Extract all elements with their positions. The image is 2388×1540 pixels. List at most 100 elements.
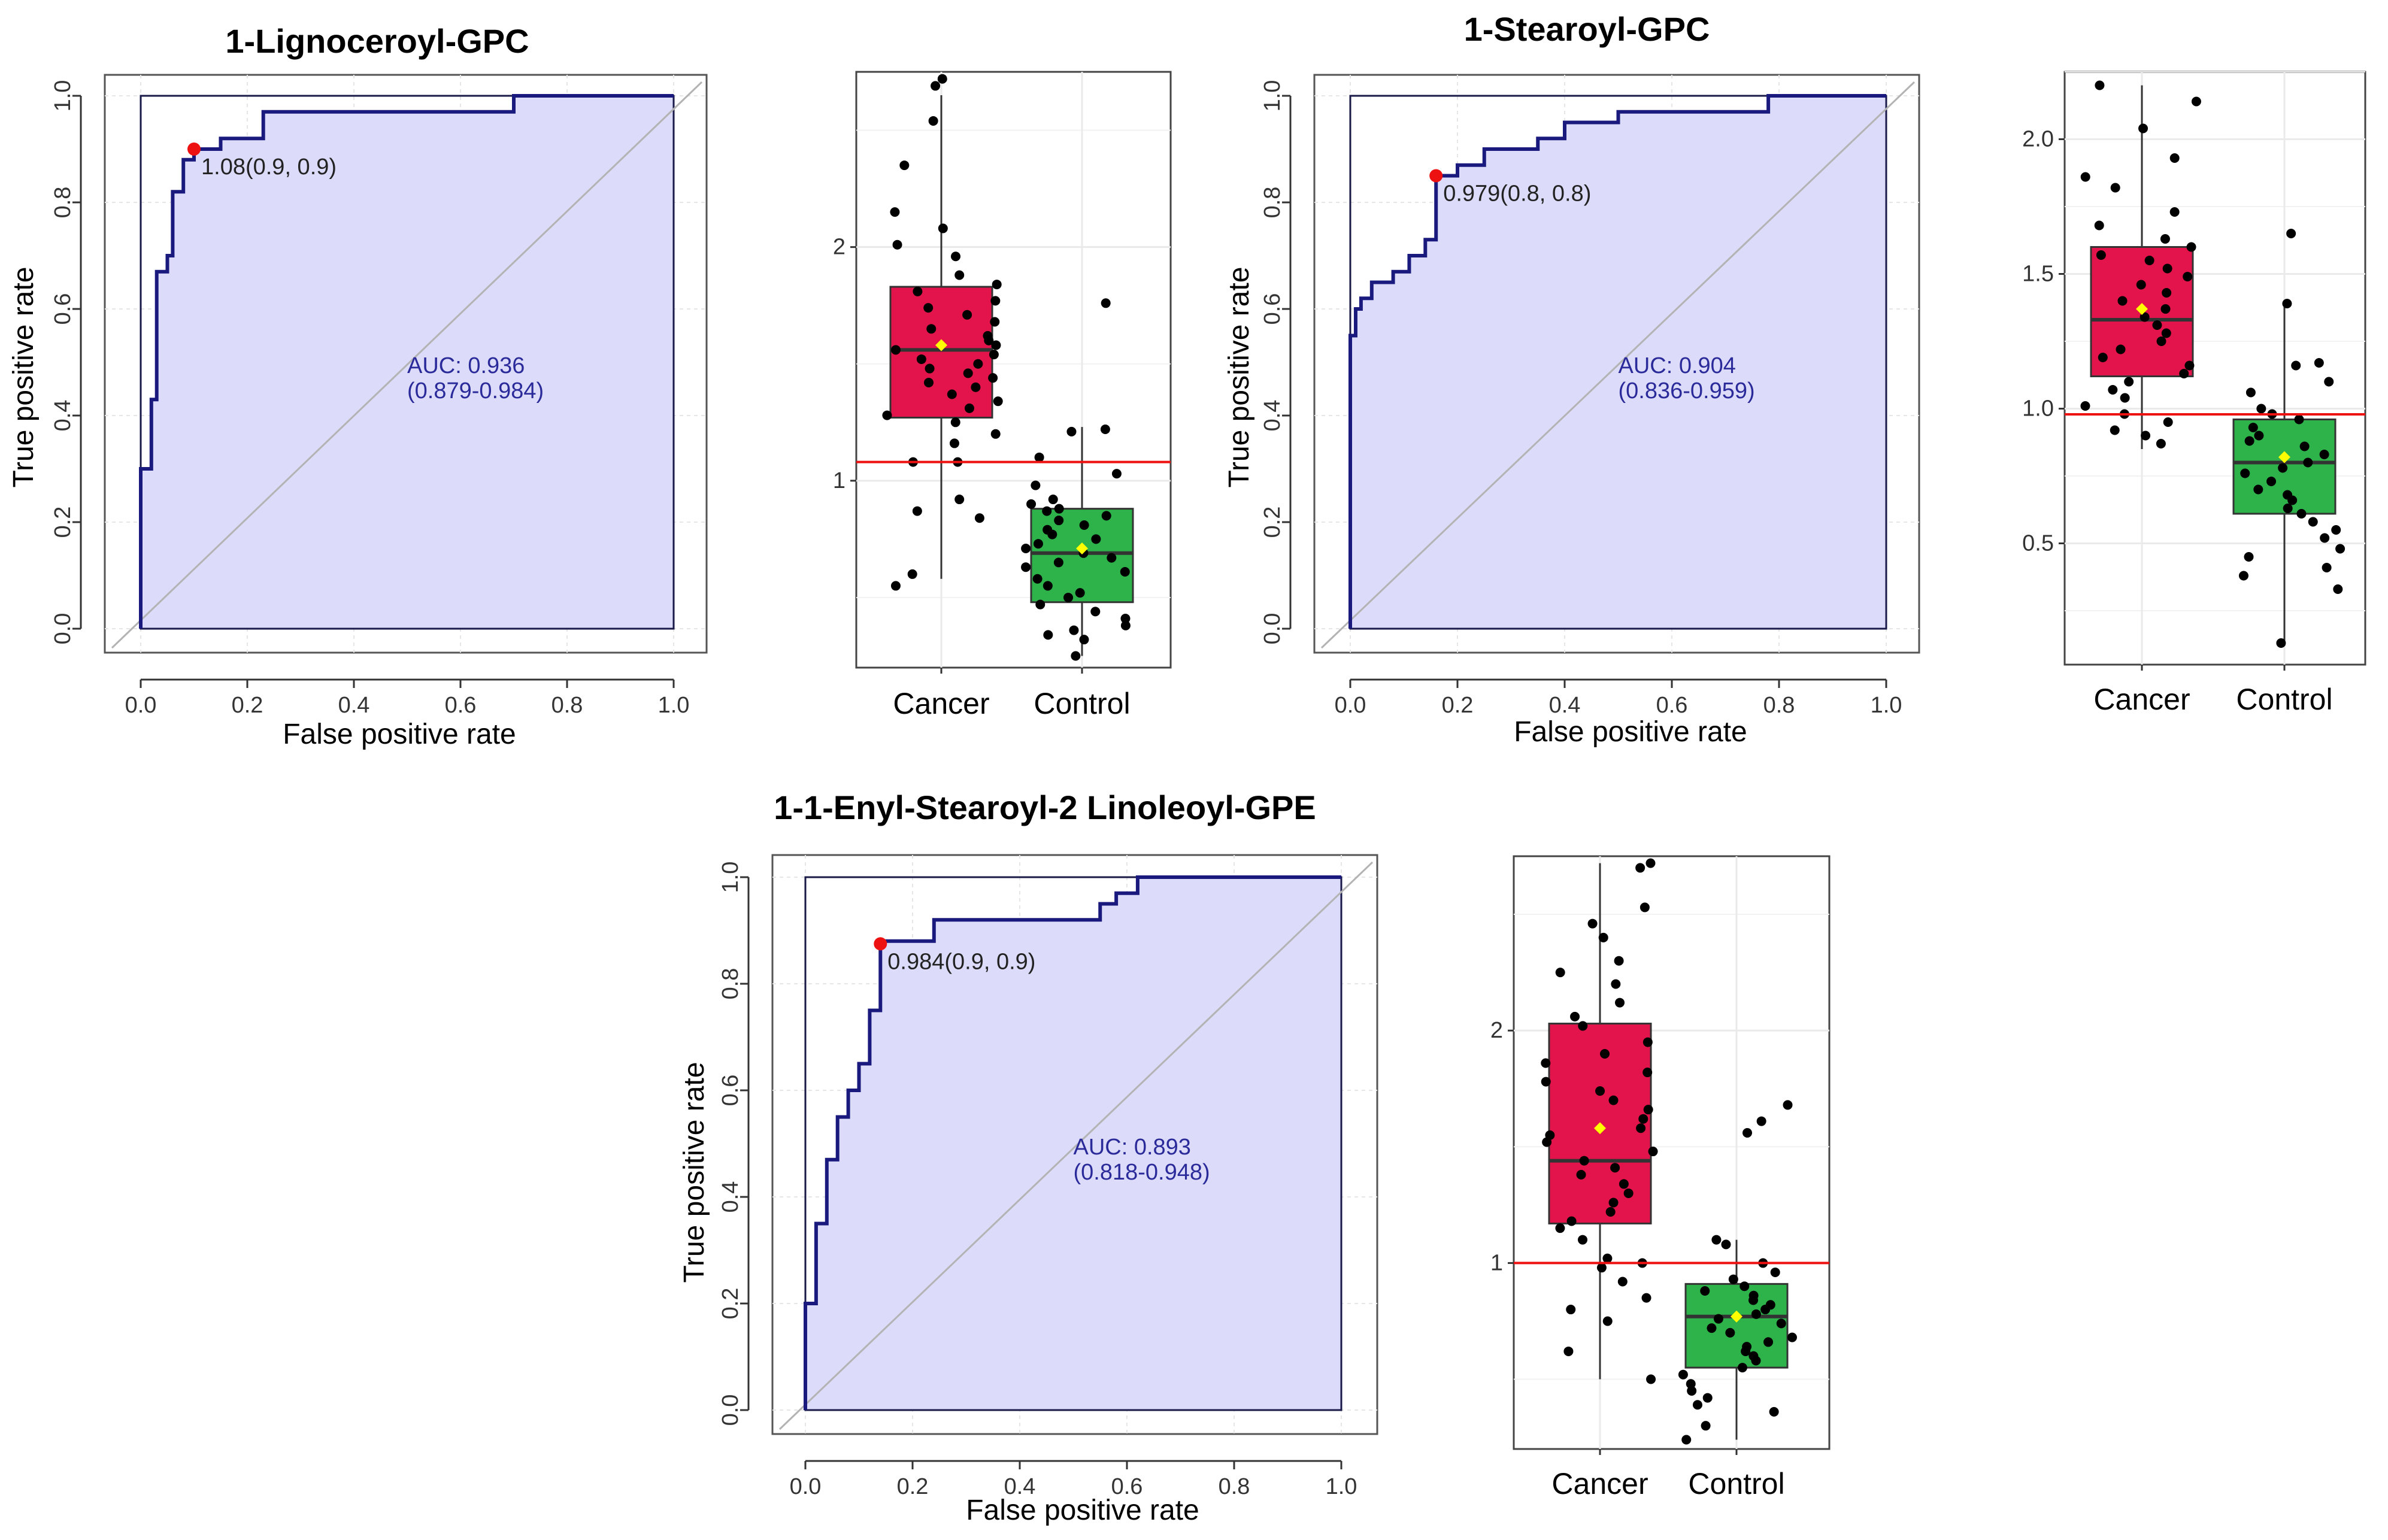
data-point	[1642, 1068, 1653, 1078]
data-point	[1566, 1216, 1577, 1226]
data-point	[2324, 377, 2334, 387]
data-point	[954, 495, 965, 505]
y-tick-label: 0.8	[50, 187, 75, 219]
category-label-cancer: Cancer	[2093, 683, 2190, 716]
data-point	[1741, 1346, 1751, 1356]
data-point	[1642, 1037, 1653, 1047]
data-point	[1756, 1116, 1766, 1126]
data-point	[1042, 506, 1052, 516]
data-point	[2238, 571, 2248, 581]
y-tick-label: 0.0	[50, 613, 75, 645]
reference-diagonal	[111, 81, 703, 649]
optimal-cutoff-point	[874, 937, 887, 951]
data-point	[1101, 511, 1111, 521]
roc-curve	[139, 94, 674, 629]
data-point	[1615, 998, 1625, 1008]
data-point	[2163, 417, 2173, 427]
data-point	[1608, 1095, 1619, 1105]
data-point	[1598, 932, 1608, 942]
data-point	[974, 513, 984, 523]
data-point	[2303, 457, 2313, 468]
data-point	[2138, 123, 2148, 134]
data-point	[2169, 153, 2180, 163]
data-point	[2248, 423, 2258, 432]
auc-value: AUC: 0.936	[407, 353, 525, 378]
data-point	[990, 296, 1001, 306]
data-point	[1054, 516, 1064, 526]
data-point	[2191, 96, 2201, 107]
data-point	[928, 116, 938, 126]
data-point	[1026, 499, 1037, 509]
data-point	[2296, 509, 2307, 519]
chart-title: 1-1-Enyl-Stearoyl-2 Linoleoyl-GPE	[774, 789, 1316, 826]
y-tick-label: 0.0	[1260, 613, 1285, 645]
data-point	[1646, 1374, 1656, 1384]
data-point	[916, 354, 926, 364]
roc-panel-2: 1-Stearoyl-GPC 0.979(0.8, 0.8) AUC: 0.904(…	[1223, 10, 1920, 748]
data-point	[912, 506, 922, 516]
data-point	[2299, 441, 2310, 451]
data-point	[1700, 1286, 1710, 1296]
mean-marker-control	[1731, 1310, 1742, 1323]
data-point	[1643, 1105, 1653, 1115]
data-point	[1602, 1253, 1613, 1263]
data-point	[2308, 517, 2318, 527]
data-point	[899, 160, 910, 171]
data-point	[1640, 902, 1650, 913]
data-point	[2120, 393, 2130, 403]
x-tick-label: 0.4	[338, 693, 370, 718]
data-point	[1053, 557, 1063, 568]
x-tick-label: 1.0	[1326, 1474, 1357, 1499]
optimal-cutoff-point	[1429, 169, 1443, 183]
data-point	[1033, 539, 1043, 549]
data-point	[993, 396, 1003, 407]
data-point	[971, 382, 981, 392]
data-point	[1635, 863, 1645, 873]
data-point	[1021, 544, 1031, 553]
data-point	[1721, 1239, 1731, 1250]
x-tick-label: 1.0	[658, 693, 690, 718]
boxplot-panel-1: 1 2 Cancer Control	[833, 71, 1172, 720]
data-point	[2080, 401, 2090, 411]
y-tick-label: 0.2	[718, 1288, 743, 1320]
data-point	[1079, 520, 1089, 530]
data-point	[2253, 484, 2263, 495]
roc-curve	[804, 875, 1341, 1410]
data-point	[1578, 1235, 1588, 1245]
data-point	[963, 368, 973, 378]
x-tick-label: 1.0	[1871, 693, 1902, 718]
x-tick-label: 0.8	[1219, 1474, 1250, 1499]
data-point	[2244, 436, 2254, 446]
data-point	[890, 345, 901, 355]
data-point	[2294, 414, 2304, 425]
data-point	[1048, 495, 1058, 505]
reference-diagonal	[1320, 81, 1916, 649]
x-tick-label: 0.2	[232, 693, 263, 718]
x-tick-label: 0.6	[1111, 1474, 1143, 1499]
data-point	[950, 417, 960, 428]
data-point	[892, 240, 902, 250]
roc-panel-1: 1-Lignoceroyl-GPC 1.08(0.9, 0.9) AUC: 0.93…	[8, 22, 708, 750]
data-point	[1069, 625, 1079, 635]
data-point	[2156, 439, 2166, 448]
x-tick-label: 0.2	[897, 1474, 929, 1499]
y-tick-label: 0.0	[718, 1395, 743, 1426]
data-point	[2080, 172, 2090, 182]
data-point	[1542, 1137, 1552, 1147]
data-point	[2335, 544, 2345, 554]
data-point	[923, 303, 934, 313]
data-point	[992, 280, 1002, 290]
box-control	[1684, 1283, 1789, 1369]
category-label-cancer: Cancer	[893, 687, 989, 720]
x-axis-label: False positive rate	[283, 719, 516, 750]
data-point	[2098, 353, 2108, 362]
y-tick-label: 0.8	[1260, 187, 1285, 219]
data-point	[1692, 1400, 1702, 1410]
data-point	[2136, 280, 2146, 290]
data-point	[1645, 858, 1656, 868]
data-point	[1678, 1369, 1688, 1380]
data-point	[962, 310, 972, 320]
data-point	[988, 373, 998, 383]
data-point	[1760, 1305, 1771, 1315]
x-tick-label: 0.4	[1549, 693, 1581, 718]
